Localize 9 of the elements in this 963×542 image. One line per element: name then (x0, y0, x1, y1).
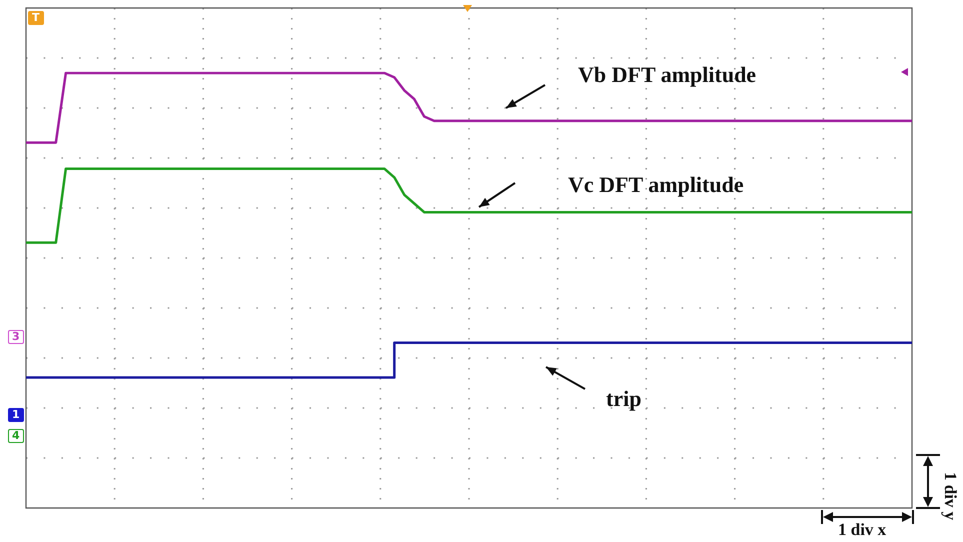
series-label: Vb DFT amplitude (578, 62, 756, 88)
series-label: trip (606, 386, 642, 412)
channel-tag: 3 (8, 330, 24, 344)
series-label: Vc DFT amplitude (568, 172, 744, 198)
text: 1 div y (940, 472, 960, 520)
channel-tag: 4 (8, 429, 24, 443)
channel-tag: 1 (8, 408, 24, 422)
channel-tag: T (28, 11, 44, 25)
text: 1 div x (838, 520, 886, 540)
